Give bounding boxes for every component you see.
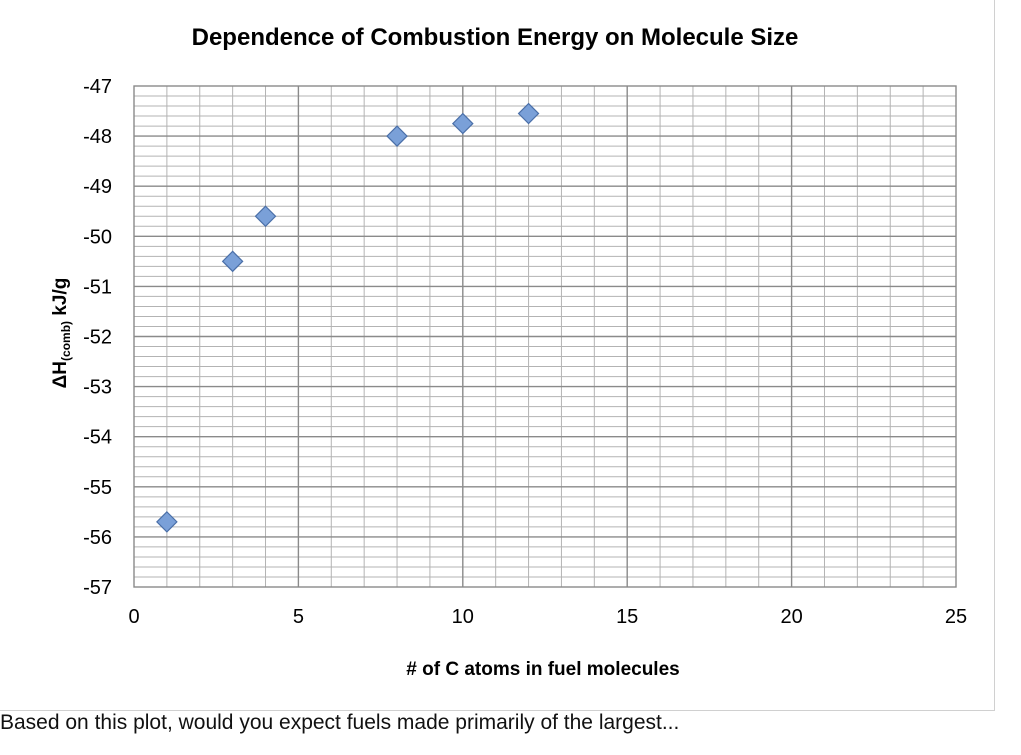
grid: [134, 86, 956, 587]
x-axis-label: # of C atoms in fuel molecules: [406, 659, 679, 680]
x-tick-label: 0: [128, 606, 139, 628]
y-tick-label: -49: [83, 176, 112, 198]
data-point-marker: [156, 511, 178, 533]
y-axis-label-prefix: ΔH: [50, 361, 71, 388]
y-axis-label-subscript: (comb): [59, 321, 73, 361]
y-tick-label: -57: [83, 577, 112, 599]
x-tick-label: 15: [616, 606, 638, 628]
y-tick-label: -48: [83, 126, 112, 148]
y-tick-label: -53: [83, 377, 112, 399]
y-axis-label-suffix: kJ/g: [50, 278, 71, 321]
data-point-marker: [451, 112, 474, 135]
x-tick-label: 10: [452, 606, 474, 628]
data-point-marker: [517, 102, 540, 125]
x-tick-label: 25: [945, 606, 967, 628]
chart-title: Dependence of Combustion Energy on Molec…: [192, 24, 799, 51]
caption-text: Based on this plot, would you expect fue…: [0, 711, 680, 734]
scatter-chart: 0 5 10 15 20 25 -47 -48 -49 -50 -51 -52 -53 -54 -55 -56…: [50, 24, 967, 680]
y-tick-label: -54: [83, 427, 112, 449]
y-tick-label: -47: [83, 76, 112, 98]
data-point-marker: [254, 205, 277, 228]
x-tick-label: 20: [780, 606, 802, 628]
chart-border-bottom: [0, 710, 995, 711]
y-tick-label: -51: [83, 276, 112, 298]
chart-border-right: [994, 0, 995, 711]
y-tick-label: -50: [83, 226, 112, 248]
data-points: [156, 102, 540, 533]
data-point-marker: [386, 125, 408, 147]
y-tick-label: -56: [83, 527, 112, 549]
y-tick-label: -55: [83, 477, 112, 499]
x-tick-label: 5: [293, 606, 304, 628]
plot-area-border: [133, 85, 957, 588]
tick-labels: 0 5 10 15 20 25 -47 -48 -49 -50 -51 -52 -53 -54 -55 -56…: [83, 76, 967, 628]
y-axis-label: ΔH(comb) kJ/g: [50, 278, 73, 389]
y-tick-label: -52: [83, 327, 112, 349]
data-point-marker: [221, 250, 244, 273]
axes: [133, 85, 957, 588]
